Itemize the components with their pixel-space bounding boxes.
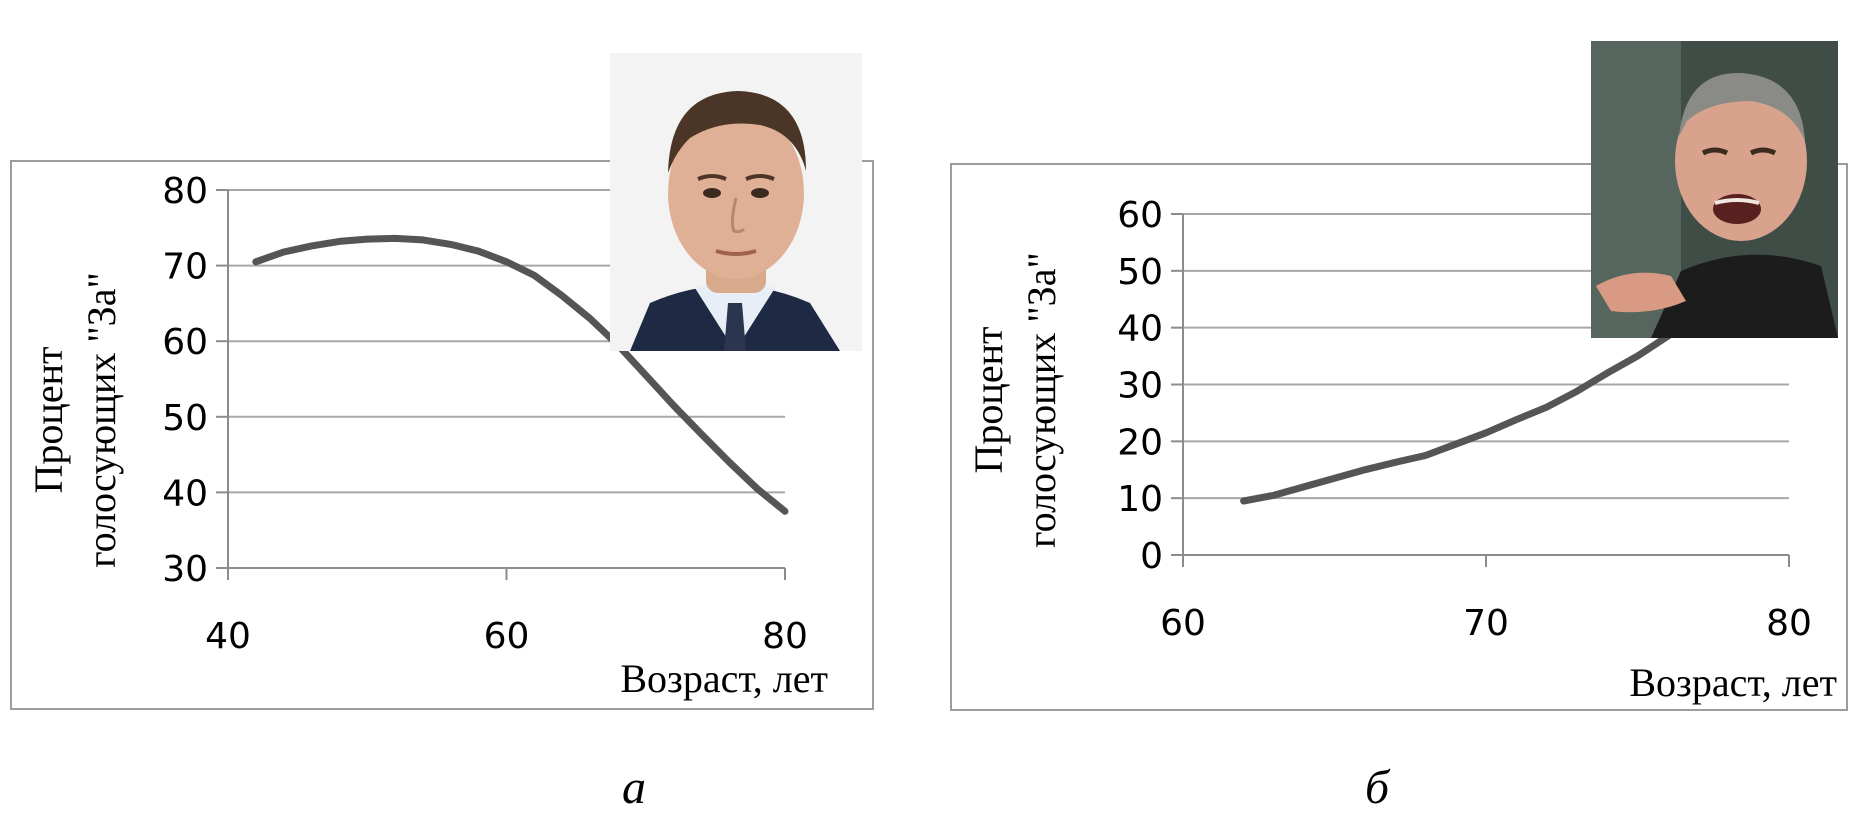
caption-a: а	[622, 761, 646, 814]
y-tick-label: 40	[162, 473, 208, 514]
y-tick-label: 60	[162, 322, 208, 363]
y-tick-label: 70	[162, 247, 208, 288]
y-tick-label: 30	[1117, 366, 1163, 407]
y-tick-label: 50	[162, 398, 208, 439]
y-tick-label: 10	[1117, 479, 1163, 520]
y-tick-label: 60	[1117, 195, 1163, 236]
x-tick-label: 80	[1766, 603, 1812, 644]
y-tick-label: 0	[1140, 536, 1163, 577]
y-axis-label-line-1: Процент	[26, 347, 71, 494]
x-tick-label: 60	[484, 616, 530, 657]
x-tick-label: 60	[1160, 603, 1206, 644]
y-tick-label: 30	[162, 549, 208, 590]
y-axis-label-line-1: Процент	[966, 327, 1011, 474]
portrait-photo-a	[610, 53, 862, 351]
x-tick-label: 40	[205, 616, 251, 657]
y-tick-label: 80	[162, 171, 208, 212]
caption-b: б	[1365, 761, 1390, 814]
x-axis-label: Возраст, лет	[620, 656, 828, 701]
x-axis-label: Возраст, лет	[1629, 660, 1837, 705]
x-tick-label: 80	[762, 616, 808, 657]
x-tick-label: 70	[1463, 603, 1509, 644]
series-line	[252, 234, 789, 515]
y-tick-label: 50	[1117, 252, 1163, 293]
series-line	[1240, 312, 1702, 505]
y-axis-label-line-2: голосующих "За"	[1019, 252, 1064, 548]
y-tick-label: 40	[1117, 309, 1163, 350]
portrait-photo-b	[1591, 41, 1838, 338]
y-axis-label-line-2: голосующих "За"	[79, 272, 124, 568]
y-tick-label: 20	[1117, 422, 1163, 463]
